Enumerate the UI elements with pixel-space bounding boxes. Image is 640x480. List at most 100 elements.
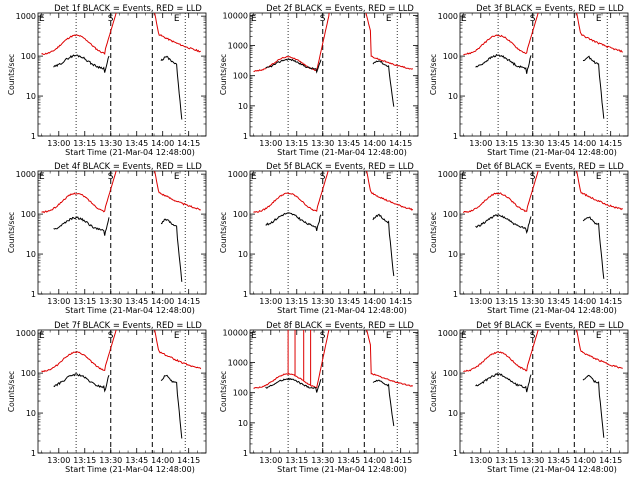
x-tick-label: 14:00 (151, 139, 174, 148)
panel-1f: Det 1f BLACK = Events, RED = LLD 1 10 100 10… (7, 3, 207, 157)
plot-frame (249, 12, 419, 137)
x-tick-label: 14:00 (573, 297, 596, 306)
x-tick-label: 13:45 (337, 297, 360, 306)
series-events-line (582, 55, 605, 119)
y-tick-label: 1 (453, 132, 458, 141)
start-marker: S (320, 331, 326, 341)
y-axis-label: Counts/sec (429, 212, 438, 253)
y-tick-label: 1000 (228, 42, 248, 51)
series-events-line (53, 216, 110, 236)
x-axis-label: Start Time (21-Mar-04 12:48:00) (277, 465, 407, 474)
series-events-line (160, 55, 183, 120)
edge-marker-start: E (461, 331, 467, 341)
y-axis-label: Counts/sec (429, 371, 438, 412)
series-events-line (372, 379, 395, 427)
plot-frame (37, 170, 207, 295)
y-tick-label: 10 (26, 250, 36, 259)
y-tick-label: 10000 (223, 328, 248, 337)
series-lld-line (253, 330, 414, 389)
series-events-line (265, 58, 322, 74)
x-tick-label: 14:00 (363, 139, 386, 148)
x-tick-label: 14:15 (389, 297, 412, 306)
x-tick-label: 13:30 (99, 139, 122, 148)
x-tick-label: 13:15 (285, 456, 308, 465)
series-events-line (475, 372, 532, 393)
y-tick-label: 100 (443, 52, 458, 61)
y-tick-label: 100 (233, 72, 248, 81)
x-tick-label: 13:30 (521, 139, 544, 148)
x-tick-label: 13:30 (311, 456, 334, 465)
edge-marker-start: E (39, 172, 45, 182)
x-tick-label: 14:15 (599, 456, 622, 465)
panel-6f: Det 6f BLACK = Events, RED = LLD 1 10 100 10… (429, 161, 629, 315)
x-tick-label: 13:00 (47, 139, 70, 148)
start-marker: S (320, 14, 326, 24)
y-tick-label: 100 (21, 52, 36, 61)
y-tick-label: 1000 (228, 170, 248, 179)
edge-marker-start: E (461, 172, 467, 182)
series-events-line (475, 53, 532, 74)
series-lld-line (41, 171, 201, 214)
x-tick-label: 14:15 (599, 139, 622, 148)
start-marker: S (530, 172, 536, 182)
series-events-line (53, 373, 110, 393)
y-tick-label: 10 (238, 250, 248, 259)
y-axis-label: Counts/sec (429, 54, 438, 95)
series-events-line (475, 214, 532, 234)
x-tick-label: 13:00 (259, 456, 282, 465)
x-tick-label: 13:00 (469, 456, 492, 465)
y-axis-label: Counts/sec (7, 54, 16, 95)
end-marker: E (174, 331, 180, 341)
x-tick-label: 13:15 (73, 139, 96, 148)
end-marker: E (174, 172, 180, 182)
y-tick-label: 10 (238, 419, 248, 428)
end-marker: E (596, 331, 602, 341)
x-tick-label: 14:15 (177, 297, 200, 306)
series-events-line (160, 374, 183, 439)
x-tick-label: 14:15 (389, 139, 412, 148)
x-tick-label: 14:00 (363, 297, 386, 306)
y-tick-label: 10 (448, 92, 458, 101)
y-tick-label: 100 (233, 389, 248, 398)
x-axis-label: Start Time (21-Mar-04 12:48:00) (65, 306, 195, 315)
x-axis-label: Start Time (21-Mar-04 12:48:00) (65, 148, 195, 157)
panel-2f: Det 2f BLACK = Events, RED = LLD 1 10 100 10… (219, 3, 419, 157)
y-tick-label: 1 (243, 449, 248, 458)
x-tick-label: 13:45 (125, 297, 148, 306)
x-tick-label: 13:15 (495, 297, 518, 306)
end-marker: E (386, 331, 392, 341)
panel-title: Det 7f BLACK = Events, RED = LLD (54, 320, 202, 330)
y-axis-label: Counts/sec (219, 371, 228, 412)
y-tick-label: 1000 (16, 170, 36, 179)
edge-marker-start: E (461, 14, 467, 24)
panel-title: Det 3f BLACK = Events, RED = LLD (476, 3, 624, 13)
x-axis-label: Start Time (21-Mar-04 12:48:00) (487, 465, 617, 474)
x-tick-label: 13:15 (73, 456, 96, 465)
y-tick-label: 1000 (438, 12, 458, 21)
y-tick-label: 1 (243, 132, 248, 141)
y-axis-label: Counts/sec (7, 371, 16, 412)
x-tick-label: 13:00 (47, 456, 70, 465)
x-tick-label: 13:15 (495, 139, 518, 148)
x-tick-label: 13:45 (547, 456, 570, 465)
edge-marker-start: E (251, 14, 257, 24)
x-tick-label: 13:00 (259, 297, 282, 306)
panel-title: Det 8f BLACK = Events, RED = LLD (266, 320, 414, 330)
series-lld-line (41, 330, 202, 373)
series-events-line (372, 60, 395, 107)
panel-title: Det 1f BLACK = Events, RED = LLD (54, 3, 202, 13)
x-tick-label: 14:15 (177, 139, 200, 148)
y-tick-label: 1 (453, 290, 458, 299)
y-tick-label: 1 (453, 449, 458, 458)
y-axis-label: Counts/sec (219, 212, 228, 253)
start-marker: S (530, 331, 536, 341)
series-events-line (582, 374, 605, 438)
x-axis-label: Start Time (21-Mar-04 12:48:00) (487, 306, 617, 315)
y-tick-label: 1000 (438, 170, 458, 179)
edge-marker-start: E (39, 14, 45, 24)
y-tick-label: 10 (448, 409, 458, 418)
end-marker: E (386, 14, 392, 24)
x-tick-label: 13:45 (547, 139, 570, 148)
x-tick-label: 13:45 (125, 139, 148, 148)
y-tick-label: 100 (233, 210, 248, 219)
